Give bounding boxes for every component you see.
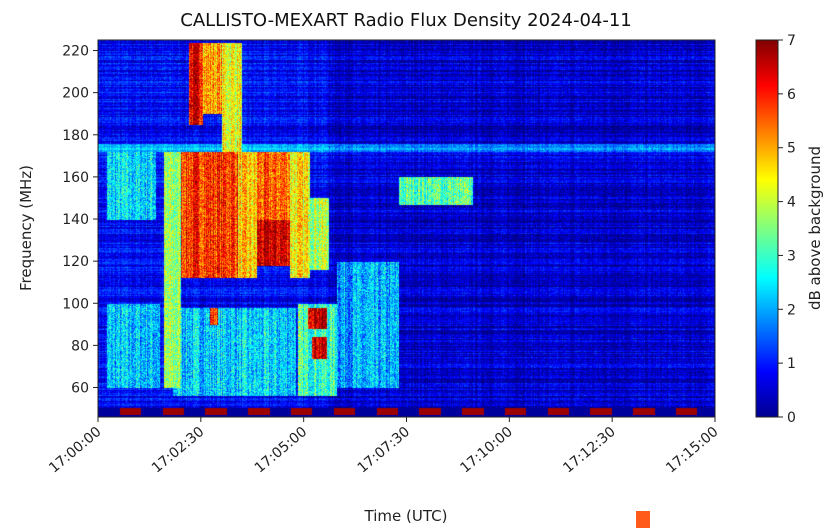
y-tick-label: 100 bbox=[62, 296, 89, 312]
y-tick-label: 200 bbox=[62, 86, 89, 102]
y-tick-label: 220 bbox=[62, 44, 89, 60]
chart-title: CALLISTO-MEXART Radio Flux Density 2024-… bbox=[180, 10, 632, 31]
colorbar-tick-label: 3 bbox=[787, 248, 796, 264]
x-tick-label: 17:07:30 bbox=[355, 424, 413, 477]
x-tick-label: 17:10:00 bbox=[457, 424, 515, 477]
colorbar-gradient bbox=[755, 39, 779, 418]
orange-marker bbox=[636, 511, 650, 528]
heatmap-canvas bbox=[98, 40, 715, 417]
colorbar-tick-label: 6 bbox=[787, 87, 796, 103]
y-tick-label: 120 bbox=[62, 254, 89, 270]
x-tick-label: 17:05:00 bbox=[252, 424, 310, 477]
colorbar: 0 1 2 3 4 5 6 7 dB above background bbox=[755, 33, 824, 426]
colorbar-tick-label: 1 bbox=[787, 356, 796, 372]
plot-area bbox=[97, 39, 716, 418]
colorbar-tick-label: 2 bbox=[787, 302, 796, 318]
y-axis: 60 80 100 120 140 160 180 200 220 bbox=[62, 44, 98, 397]
x-axis-label: Time (UTC) bbox=[364, 507, 448, 525]
x-tick-label: 17:02:30 bbox=[149, 424, 207, 477]
colorbar-ticks: 0 1 2 3 4 5 6 7 bbox=[778, 33, 796, 426]
x-tick-label: 17:15:00 bbox=[663, 424, 721, 477]
x-tick-label: 17:12:30 bbox=[560, 424, 618, 477]
colorbar-tick-label: 7 bbox=[787, 33, 796, 49]
colorbar-tick-label: 0 bbox=[787, 410, 796, 426]
colorbar-tick-label: 4 bbox=[787, 195, 796, 211]
y-tick-label: 160 bbox=[62, 170, 89, 186]
x-tick-label: 17:00:00 bbox=[46, 424, 104, 477]
y-tick-label: 60 bbox=[71, 381, 89, 397]
y-tick-label: 80 bbox=[71, 338, 89, 354]
y-tick-label: 180 bbox=[62, 128, 89, 144]
y-tick-label: 140 bbox=[62, 212, 89, 228]
x-axis: 17:00:00 17:02:30 17:05:00 17:07:30 17:10:00… bbox=[46, 417, 722, 477]
colorbar-label: dB above background bbox=[806, 146, 824, 310]
y-axis-label: Frequency (MHz) bbox=[17, 165, 35, 291]
colorbar-tick-label: 5 bbox=[787, 141, 796, 157]
